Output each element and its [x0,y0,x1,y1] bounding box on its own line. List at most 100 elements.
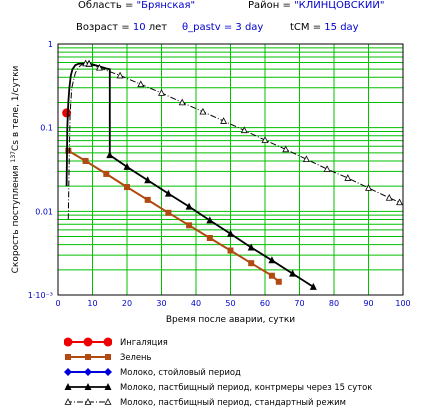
x-tick-label: 40 [191,299,201,308]
data-point [123,162,131,170]
data-point [144,176,152,184]
data-point [365,184,372,191]
series [65,59,317,290]
data-point [302,155,310,162]
legend-swatch [64,398,112,405]
tcm-value: 15 [324,22,338,33]
data-point [104,398,112,405]
series [67,59,404,220]
legend-swatch [65,354,111,360]
series-line [67,149,280,283]
legend-label: Молоко, пастбищный период, стандартный р… [120,397,346,407]
data-point [275,278,282,285]
data-point [247,243,255,251]
data-point [199,107,207,115]
district-value: "КЛИНЦОВСКИЙ" [294,0,385,11]
data-point [282,145,290,153]
legend-label: Молоко, пастбищный период, контрмеры чер… [120,382,373,392]
data-point [85,59,93,67]
pastv-value: 3 [235,22,242,33]
series-line [67,62,400,220]
data-point [240,126,248,134]
region-value: "Брянская" [136,0,196,11]
data-point [84,398,92,405]
x-tick-label: 70 [294,299,304,308]
data-point [85,354,91,360]
data-point [227,247,234,254]
y-tick-labels: 1 0.1 0.01 1·10⁻³ [28,40,53,300]
data-point [220,117,228,124]
x-tick-label: 100 [395,299,410,308]
data-point [268,256,276,264]
data-point [165,209,172,216]
data-point [95,63,103,71]
x-tick-label: 10 [87,299,97,308]
data-point [64,398,72,405]
age-value: 10 [132,22,146,33]
tcm-text: tCM = 15 day [290,22,359,33]
data-point [83,337,93,347]
data-point [64,368,72,376]
x-tick-label: 30 [156,299,166,308]
x-axis-label: Время после аварии, сутки [166,315,295,325]
plot-frame [57,43,404,296]
data-point [309,282,317,290]
y-tick-label: 0.01 [35,207,53,216]
series-line [65,62,314,288]
y-tick-label: 1 [48,40,53,49]
data-point [289,269,297,277]
age-text: Возраст = 10 лет [76,22,168,33]
x-tick-label: 50 [225,299,235,308]
x-tick-labels: 0 10 20 30 40 50 60 70 80 90 100 [55,299,410,308]
data-point [206,216,214,224]
legend-swatch [64,368,112,376]
chart: 1 0.1 0.01 1·10⁻³ 0 10 20 30 40 50 60 70 80 90 100 Ск… [10,40,411,325]
x-tick-label: 80 [329,299,339,308]
series-layer [62,59,404,290]
data-point [65,354,71,360]
data-point [103,170,110,177]
data-point [344,174,352,181]
legend-swatch [64,383,112,390]
x-tick-label: 60 [260,299,270,308]
data-point [124,184,130,191]
data-point [185,202,193,210]
data-point [178,98,186,106]
data-point [82,157,89,164]
data-point [186,222,193,229]
data-point [65,147,72,154]
data-point [104,368,112,376]
data-point [164,189,172,197]
pastv-text: θ_pastv = 3 day [182,22,264,33]
y-tick-label: 1·10⁻³ [28,291,53,300]
district-text: Район = "КЛИНЦОВСКИЙ" [248,0,385,11]
legend-label: Ингаляция [120,337,168,347]
series [62,108,72,118]
data-point [64,383,72,390]
data-point [104,383,112,390]
data-point [385,193,393,201]
data-point [64,337,73,347]
data-point [323,165,331,172]
data-point [106,151,114,159]
x-tick-label: 20 [122,299,132,308]
data-point [206,235,213,242]
y-tick-label: 0.1 [40,124,53,133]
data-point [84,368,92,376]
data-point [116,71,124,79]
data-point [103,337,112,347]
data-point [158,89,165,96]
data-point [105,354,111,360]
data-point [137,80,145,88]
x-tick-label: 90 [363,299,373,308]
data-point [62,108,72,118]
x-tick-label: 0 [55,299,60,308]
series [65,147,282,285]
data-point [227,229,234,237]
data-point [268,272,275,279]
region-text: Область = "Брянская" [78,0,196,11]
data-point [396,198,404,206]
y-axis-label: Скорость поступления 137Cs в теле, 1/сут… [10,65,22,273]
legend-swatch [64,337,112,347]
data-point [248,260,255,267]
